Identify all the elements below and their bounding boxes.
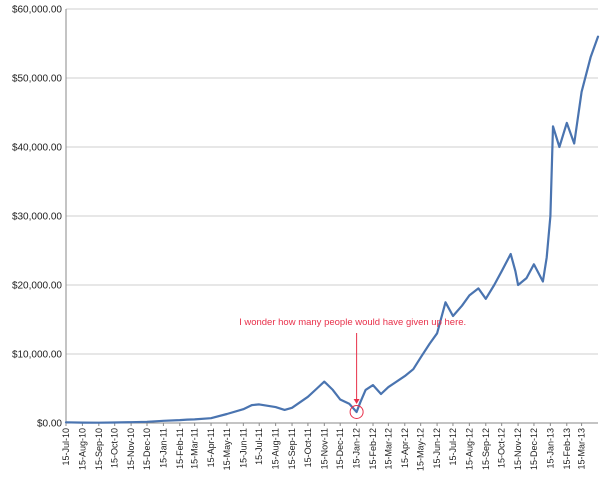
y-tick-label: $0.00 (37, 419, 62, 430)
series-group (64, 35, 600, 424)
annotation-circle (349, 404, 364, 419)
x-tick-label: 15-Dec-12 (529, 428, 539, 470)
x-tick-label: 15-Feb-11 (175, 428, 185, 469)
x-tick-label: 15-Mar-13 (577, 428, 587, 470)
y-tick-label: $60,000.00 (12, 5, 62, 16)
axes (65, 9, 598, 424)
y-tick-label: $10,000.00 (12, 350, 62, 361)
x-tick-label: 15-Jul-11 (254, 428, 264, 465)
x-tick-label: 15-Mar-11 (190, 428, 200, 469)
x-tick-label: 15-Jan-11 (158, 428, 168, 468)
x-tick-label: 15-Nov-10 (126, 428, 136, 470)
x-tick-label: 15-Sep-10 (94, 428, 104, 470)
x-tick-label: 15-Sep-12 (481, 428, 491, 470)
x-tick-label: 15-Dec-11 (335, 428, 345, 469)
y-tick-label: $20,000.00 (12, 281, 62, 292)
y-tick-label: $30,000.00 (12, 212, 62, 223)
x-tick-label: 15-Jan-12 (352, 428, 362, 469)
x-tick-label: 15-Aug-10 (77, 428, 87, 470)
x-tick-label: 15-Aug-12 (464, 428, 474, 470)
y-tick-label: $40,000.00 (12, 143, 62, 154)
x-tick-label: 15-Jun-11 (238, 428, 248, 468)
x-tick-label: 15-Mar-12 (383, 428, 393, 470)
y-tick-label: $50,000.00 (12, 74, 62, 85)
x-tick-label: 15-May-11 (222, 428, 232, 470)
x-tick-label: 15-Feb-13 (562, 428, 572, 470)
x-tick-label: 15-May-12 (416, 428, 426, 471)
x-tick-label: 15-Jun-12 (432, 428, 442, 469)
x-tick-label: 15-Nov-12 (513, 428, 523, 470)
series-line (64, 35, 600, 424)
x-tick-label: 15-Sep-11 (287, 428, 297, 469)
x-tick-label: 15-Jul-10 (61, 428, 71, 466)
x-tick-label: 15-Oct-11 (303, 428, 313, 467)
x-tick-label: 15-Jan-13 (545, 428, 555, 469)
x-tick-label: 15-Oct-12 (497, 428, 507, 468)
grid-lines (66, 8, 598, 355)
annotation-group: I wonder how many people would have give… (239, 317, 466, 419)
x-tick-label: 15-Dec-10 (142, 428, 152, 470)
x-tick-label: 15-Aug-11 (271, 428, 281, 469)
x-tick-label: 15-Oct-10 (110, 428, 120, 468)
x-tick-label: 15-Apr-12 (400, 428, 410, 468)
y-axis-tick-labels: $0.00 $10,000.00 $20,000.00 $30,000.00 $40,0… (12, 5, 62, 430)
x-tick-label: 15-Jul-12 (448, 428, 458, 466)
x-tick-label: 15-Nov-11 (319, 428, 329, 469)
x-tick-label: 15-Feb-12 (368, 428, 378, 470)
annotation-text: I wonder how many people would have give… (239, 317, 466, 328)
annotation-arrowhead (353, 398, 360, 404)
x-axis-tick-labels: 15-Jul-10 15-Aug-10 15-Sep-10 15-Oct-10 15-N… (61, 423, 587, 471)
x-tick-label: 15-Apr-11 (206, 428, 216, 467)
